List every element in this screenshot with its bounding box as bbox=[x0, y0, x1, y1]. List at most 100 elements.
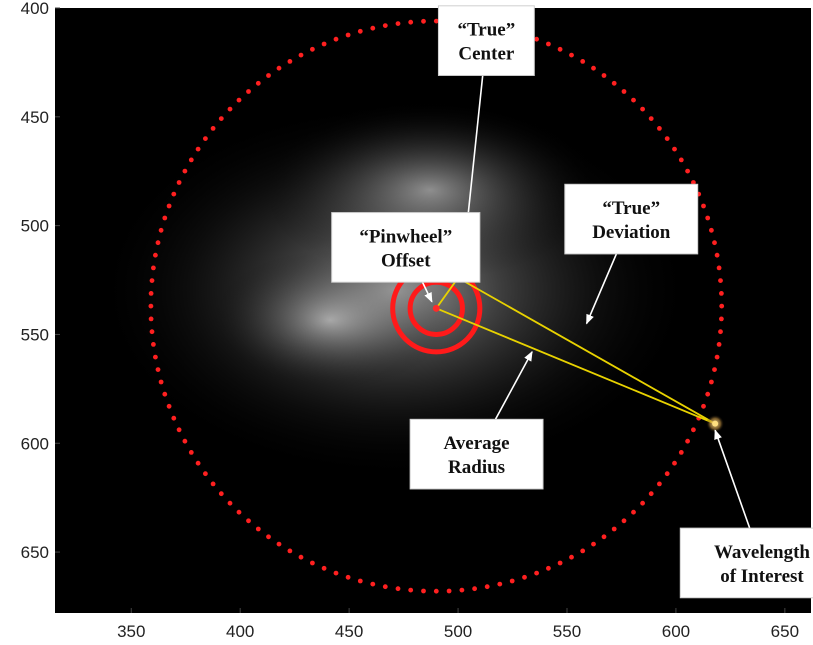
outer-ring-dot bbox=[705, 215, 711, 221]
outer-ring-dot bbox=[345, 32, 351, 38]
outer-ring-dot bbox=[266, 73, 271, 78]
wavelength-box bbox=[679, 527, 813, 599]
outer-ring-dot bbox=[678, 157, 684, 163]
outer-ring-dot bbox=[345, 574, 351, 580]
outer-ring-dot bbox=[298, 554, 304, 560]
outer-ring-dot bbox=[158, 227, 164, 233]
outer-ring-dot bbox=[166, 203, 172, 209]
outer-ring-dot bbox=[321, 41, 327, 47]
y-tick-label: 500 bbox=[21, 217, 49, 236]
outer-ring-dot bbox=[664, 471, 670, 477]
outer-ring-dot bbox=[148, 303, 154, 309]
outer-ring-dot bbox=[166, 403, 172, 409]
true-center-box bbox=[437, 5, 535, 76]
outer-ring-dot bbox=[382, 584, 388, 590]
pinwheel-text-line-1: “Pinwheel” bbox=[359, 226, 452, 247]
outer-ring-dot bbox=[672, 460, 677, 466]
outer-ring-dot bbox=[246, 518, 251, 524]
y-tick-label: 450 bbox=[21, 108, 49, 127]
true-deviation-arrow bbox=[585, 253, 618, 325]
outer-ring-dot bbox=[534, 36, 539, 42]
outer-ring-dot bbox=[333, 570, 339, 576]
outer-ring-dot bbox=[611, 80, 617, 86]
outer-ring-dot bbox=[522, 574, 527, 580]
y-tick-label: 650 bbox=[21, 543, 49, 562]
outer-ring-dot bbox=[310, 46, 315, 52]
outer-ring-dot bbox=[333, 36, 339, 42]
outer-ring-dot bbox=[236, 97, 242, 103]
outer-ring-dot bbox=[716, 265, 722, 271]
outer-ring-dot bbox=[701, 203, 706, 209]
x-tick-label: 450 bbox=[335, 622, 363, 641]
x-tick-label: 500 bbox=[444, 622, 472, 641]
outer-ring-dot bbox=[621, 89, 627, 94]
x-tick-label: 550 bbox=[553, 622, 581, 641]
outer-ring-dot bbox=[148, 291, 154, 296]
outer-ring-dot bbox=[155, 367, 161, 372]
outer-ring-dot bbox=[148, 316, 154, 322]
outer-ring-dot bbox=[246, 89, 251, 94]
outer-ring-dot bbox=[155, 240, 161, 246]
outer-ring-dot bbox=[569, 554, 574, 560]
line-pinwheel_offset-to-true_center bbox=[435, 277, 459, 309]
outer-ring bbox=[148, 18, 725, 594]
true-deviation-text-line-2: Deviation bbox=[592, 222, 671, 243]
outer-ring-dot bbox=[657, 481, 662, 487]
outer-ring-dot bbox=[705, 391, 711, 397]
outer-ring-dot bbox=[227, 500, 233, 506]
deviation-lines bbox=[435, 277, 716, 425]
outer-ring-dot bbox=[370, 581, 376, 587]
outer-ring-dot bbox=[210, 481, 216, 487]
outer-ring-dot bbox=[714, 252, 720, 258]
outer-ring-dot bbox=[691, 427, 696, 433]
outer-ring-dot bbox=[534, 570, 539, 576]
outer-ring-dot bbox=[714, 354, 720, 360]
outer-ring-dot bbox=[203, 471, 208, 477]
outer-ring-dot bbox=[672, 146, 677, 152]
true-deviation-annotation: “True” Deviation bbox=[564, 183, 699, 255]
outer-ring-dot bbox=[171, 191, 177, 197]
outer-ring-dot bbox=[149, 329, 155, 335]
outer-ring-dot bbox=[227, 106, 233, 112]
outer-ring-dot bbox=[255, 80, 261, 86]
outer-ring-dot bbox=[276, 541, 282, 547]
outer-ring-dot bbox=[182, 438, 188, 444]
outer-ring-dot bbox=[151, 342, 156, 347]
outer-ring-dot bbox=[395, 21, 401, 26]
wavelength-of-interest-point bbox=[712, 420, 719, 427]
true-deviation-box bbox=[564, 183, 699, 255]
outer-ring-dot bbox=[433, 588, 439, 594]
plot-area: “Pinwheel” Offset “True” Center “True” Deviat… bbox=[55, 5, 813, 613]
outer-ring-dot bbox=[640, 106, 645, 112]
outer-ring-dot bbox=[203, 136, 208, 142]
y-axis: 400 450 500 550 600 650 bbox=[21, 0, 60, 562]
outer-ring-dot bbox=[497, 581, 503, 587]
outer-ring-dot bbox=[357, 28, 363, 34]
outer-ring-dot bbox=[601, 73, 607, 78]
outer-ring-dot bbox=[218, 491, 224, 497]
outer-ring-dot bbox=[472, 586, 477, 592]
outer-ring-dot bbox=[557, 46, 563, 52]
outer-ring-dot bbox=[685, 168, 690, 174]
outer-ring-dot bbox=[382, 23, 388, 28]
pinwheel-annotation: “Pinwheel” Offset bbox=[331, 212, 481, 283]
wavelength-text-line-2: of Interest bbox=[720, 566, 804, 587]
outer-ring-dot bbox=[287, 59, 293, 64]
outer-ring-dot bbox=[611, 526, 617, 532]
outer-ring-dot bbox=[171, 415, 177, 421]
outer-ring-dot bbox=[685, 438, 690, 444]
outer-ring-dot bbox=[509, 578, 515, 584]
outer-ring-dot bbox=[182, 168, 188, 174]
average-radius-annotation: Average Radius bbox=[409, 418, 544, 490]
outer-ring-dot bbox=[459, 587, 465, 593]
line-true_center-to-wavelength_of_interest bbox=[457, 277, 716, 425]
outer-ring-dot bbox=[421, 588, 426, 594]
true-center-annotation: “True” Center bbox=[437, 5, 535, 76]
outer-ring-dot bbox=[631, 509, 636, 515]
true-center-text-line-2: Center bbox=[458, 44, 514, 65]
annotations: “Pinwheel” Offset “True” Center “True” Deviat… bbox=[331, 5, 813, 599]
outer-ring-dot bbox=[691, 180, 696, 185]
outer-ring-dot bbox=[408, 19, 414, 25]
outer-ring-dot bbox=[678, 450, 684, 455]
outer-ring-dot bbox=[153, 252, 158, 258]
